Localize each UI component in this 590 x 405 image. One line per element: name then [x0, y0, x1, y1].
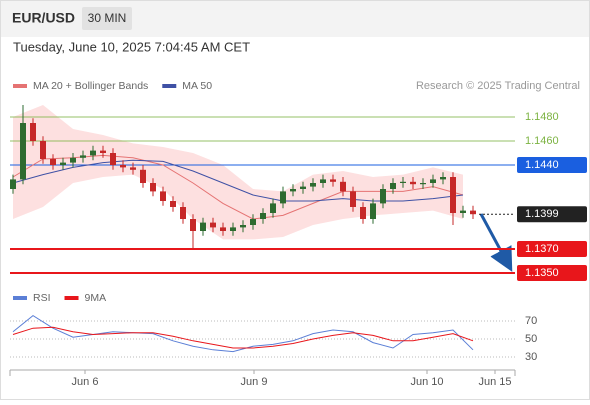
- candle-body: [200, 222, 206, 231]
- timeframe-box: [82, 7, 132, 30]
- candle-body: [180, 207, 186, 219]
- candle-body: [420, 183, 426, 185]
- candle-body: [400, 181, 406, 183]
- candle-body: [220, 227, 226, 231]
- ma-line: [12, 154, 464, 220]
- candle-body: [80, 155, 86, 158]
- legend-label: MA 20 + Bollinger Bands: [33, 80, 148, 92]
- candle-body: [320, 179, 326, 183]
- candle-body: [170, 201, 176, 207]
- level-label: 1.1350: [525, 267, 559, 279]
- candle-body: [20, 123, 26, 180]
- candle-body: [460, 210, 466, 213]
- y-tick-label: 30: [525, 351, 537, 363]
- candle-body: [210, 222, 216, 228]
- ma-line: [12, 159, 464, 202]
- level-box: [517, 157, 587, 173]
- source: Research © 2025 Trading Central: [416, 80, 580, 92]
- candle-body: [250, 219, 256, 225]
- x-tick-label: Jun 9: [241, 376, 268, 388]
- legend-swatch: [162, 84, 177, 88]
- candle-body: [260, 213, 266, 219]
- y-tick-label: 50: [525, 333, 537, 345]
- candle-body: [300, 186, 306, 189]
- x-tick-label: Jun 6: [72, 376, 99, 388]
- level-label: 1.1460: [525, 135, 559, 147]
- candle-body: [370, 203, 376, 219]
- candle-body: [450, 177, 456, 213]
- indicator-line: [12, 326, 474, 349]
- legend-label: RSI: [33, 292, 51, 304]
- symbol: EUR/USD: [12, 10, 75, 26]
- candle-body: [270, 203, 276, 213]
- y-tick-label: 70: [525, 315, 537, 327]
- candle-body: [230, 227, 236, 231]
- candle-body: [30, 123, 36, 141]
- legend-label: 9MA: [85, 292, 107, 304]
- candle-body: [130, 167, 136, 170]
- legend-swatch: [13, 84, 27, 88]
- candle-body: [190, 219, 196, 231]
- level-label: 1.1480: [525, 111, 559, 123]
- candle-body: [40, 141, 46, 159]
- candle-body: [90, 150, 96, 156]
- candle-body: [100, 150, 106, 153]
- forecast-arrow: [479, 213, 513, 272]
- candle-body: [380, 189, 386, 204]
- candle-body: [310, 183, 316, 187]
- candle-body: [440, 177, 446, 180]
- timestamp: Tuesday, June 10, 2025 7:04:45 AM CET: [13, 39, 250, 54]
- candle-body: [330, 179, 336, 182]
- candle-body: [50, 159, 56, 165]
- level-box: [517, 241, 587, 257]
- candle-body: [340, 181, 346, 192]
- candle-body: [430, 179, 436, 183]
- level-label: 1.1399: [525, 208, 559, 220]
- candle-body: [360, 207, 366, 219]
- level-box: [517, 206, 587, 223]
- x-tick-label: Jun 10: [410, 376, 443, 388]
- level-label: 1.1440: [525, 159, 559, 171]
- level-label: 1.1370: [525, 243, 559, 255]
- candle-body: [160, 191, 166, 201]
- level-box: [517, 265, 587, 281]
- indicator-line: [12, 314, 474, 353]
- candle-body: [350, 191, 356, 207]
- timeframe: 30 MIN: [88, 11, 127, 25]
- candle-body: [150, 183, 156, 192]
- legend-label: MA 50: [182, 80, 212, 92]
- candle-body: [120, 165, 126, 168]
- legend-swatch: [64, 296, 79, 300]
- candle-body: [140, 169, 146, 183]
- candle-body: [290, 189, 296, 192]
- candle-body: [470, 210, 476, 215]
- candle-body: [280, 191, 286, 204]
- candle-body: [10, 179, 16, 189]
- candle-body: [240, 225, 246, 228]
- x-tick-label: Jun 15: [478, 376, 511, 388]
- candle-body: [390, 183, 396, 189]
- candle-body: [60, 162, 66, 165]
- candle-body: [110, 153, 116, 165]
- legend-swatch: [13, 296, 27, 300]
- candle-body: [70, 157, 76, 163]
- candle-body: [410, 181, 416, 185]
